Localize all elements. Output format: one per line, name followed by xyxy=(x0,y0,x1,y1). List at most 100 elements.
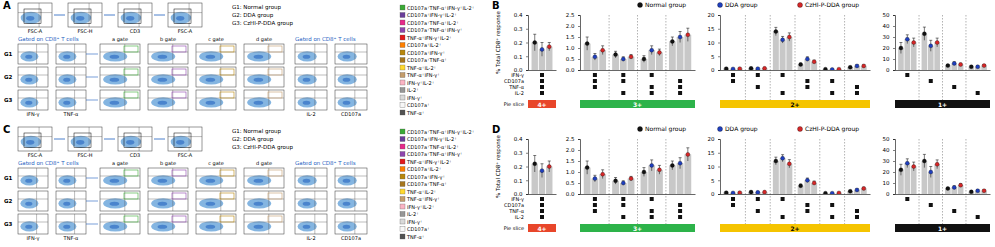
combination-cell xyxy=(976,215,980,219)
legend-swatch xyxy=(400,20,405,25)
tick: 1.0 xyxy=(566,45,580,51)
tick-label: 30 xyxy=(882,34,889,40)
dot xyxy=(642,57,646,61)
cell-cloud-core xyxy=(206,101,216,105)
combination-cell xyxy=(731,79,735,83)
legend-swatch xyxy=(400,167,405,172)
plot-frame xyxy=(18,168,48,188)
combination-cell xyxy=(855,215,859,219)
legend-swatch xyxy=(400,219,405,224)
dot xyxy=(593,177,597,181)
legend-swatch xyxy=(400,234,405,239)
axis-title: FSC-A xyxy=(28,28,43,34)
divider xyxy=(770,15,771,105)
gating-arrow xyxy=(86,100,98,101)
dot xyxy=(724,67,728,70)
combination-cell xyxy=(731,203,735,207)
pie-slice-bar xyxy=(895,100,990,108)
cell-cloud xyxy=(20,51,38,61)
combination-cell xyxy=(593,209,597,213)
error-cap xyxy=(899,164,902,165)
cell-cloud xyxy=(298,221,317,231)
cell-cloud xyxy=(338,51,357,61)
gate-line xyxy=(18,136,52,137)
plot-marks xyxy=(723,27,866,70)
gate xyxy=(124,69,138,75)
flow-plot xyxy=(100,214,140,234)
gate-line xyxy=(74,44,75,64)
dot xyxy=(533,162,537,166)
tick-mark xyxy=(893,150,895,151)
dot xyxy=(905,161,909,165)
error-cap xyxy=(601,45,604,46)
dot xyxy=(959,183,963,187)
gate-line xyxy=(56,222,86,223)
axis-line xyxy=(893,16,896,71)
tick: 0.3 xyxy=(514,26,528,32)
panel-label: C xyxy=(3,124,10,135)
gate-line xyxy=(18,176,48,177)
y-axis: 0.00.10.20.30.4 xyxy=(514,136,529,197)
combination-cell xyxy=(650,209,654,213)
cell-cloud-core xyxy=(303,225,311,229)
tick-mark xyxy=(718,194,720,195)
pie-slice-label: 3+ xyxy=(633,101,642,108)
pie-slice-label: 1+ xyxy=(938,225,947,232)
divider xyxy=(745,15,746,105)
dot xyxy=(763,190,767,194)
cell-cloud-core xyxy=(254,225,264,229)
tick: 2.0 xyxy=(566,23,580,29)
cell-cloud-core xyxy=(158,78,168,82)
error-cap xyxy=(541,163,544,164)
legend-swatch xyxy=(400,212,405,217)
dot xyxy=(952,185,956,189)
cell-cloud xyxy=(151,221,175,231)
cell-cloud xyxy=(338,97,357,107)
legend-label: CD107a⁺IFN-γ⁺ xyxy=(407,50,445,57)
dot xyxy=(670,163,674,167)
cell-cloud xyxy=(199,221,223,231)
flow-plot xyxy=(18,44,48,64)
dot xyxy=(899,168,903,172)
cell-cloud xyxy=(58,97,76,107)
cell-cloud-core xyxy=(25,101,32,105)
combination-cell xyxy=(855,209,859,213)
bar xyxy=(780,158,786,194)
flow-plot xyxy=(56,67,86,87)
cell-cloud-core xyxy=(63,225,70,229)
tick-mark xyxy=(718,139,720,140)
tick-mark xyxy=(578,37,580,38)
tick-label: 10 xyxy=(882,56,889,62)
y-axis: 0.00.10.20.30.4 xyxy=(514,12,529,73)
flow-plot xyxy=(244,44,284,64)
plot-frame xyxy=(148,90,188,110)
plot-frame xyxy=(244,214,284,234)
gate-line xyxy=(314,67,315,87)
cell-cloud xyxy=(298,175,317,185)
dot xyxy=(738,67,742,70)
dot xyxy=(642,170,646,174)
dot xyxy=(585,42,589,46)
dot xyxy=(731,67,735,70)
gate-line xyxy=(354,168,355,188)
plot-frame xyxy=(244,168,284,188)
dot xyxy=(724,191,728,194)
error-cap xyxy=(774,157,777,158)
gate-line xyxy=(118,136,152,137)
cell-cloud-core xyxy=(25,78,32,82)
legend-swatch xyxy=(400,13,405,18)
tick: 40 xyxy=(882,23,895,29)
plot-frame xyxy=(56,191,86,211)
cell-cloud xyxy=(199,74,223,84)
gate-line xyxy=(74,168,75,188)
gate-line xyxy=(314,168,315,188)
flow-plot xyxy=(168,127,202,151)
gate-line xyxy=(124,191,125,211)
y-axis: 0.00.51.01.52.02.5 xyxy=(566,12,581,73)
cell-cloud-core xyxy=(110,202,120,206)
legend-swatch xyxy=(400,95,405,100)
dot xyxy=(855,188,859,192)
x-axis xyxy=(581,194,696,196)
axis-title: CD3 xyxy=(130,152,141,158)
flow-plot xyxy=(196,214,236,234)
